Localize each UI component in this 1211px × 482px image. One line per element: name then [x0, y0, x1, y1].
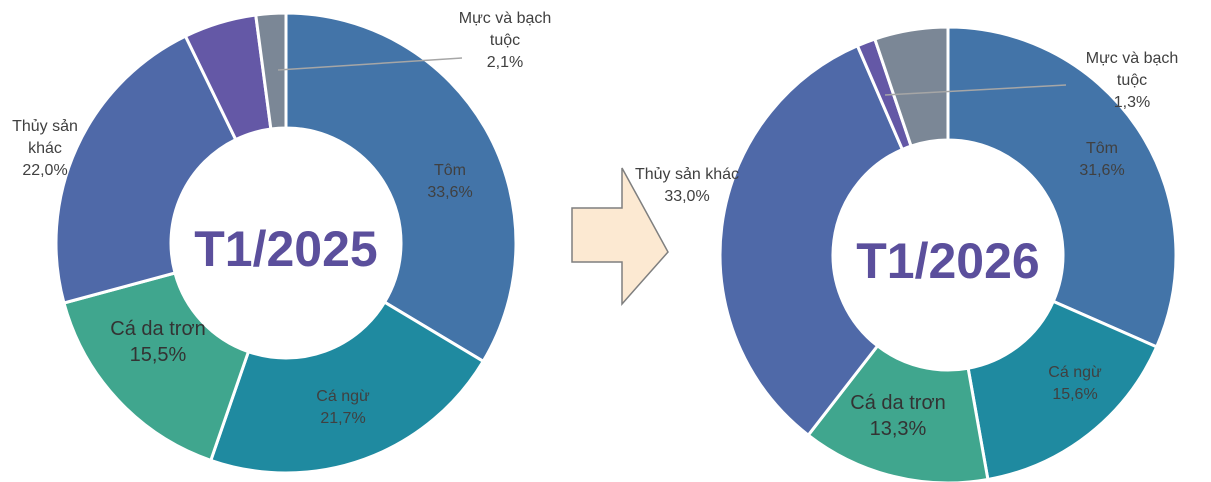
slice-label: Mực và bạch tuộc 2,1% — [455, 8, 555, 74]
slice-label: Thủy sản khác 22,0% — [3, 116, 88, 182]
category-label: Thủy sản khác — [634, 166, 740, 183]
category-label: Cá da trơn — [850, 392, 946, 414]
value-label: 1,3% — [1113, 94, 1151, 111]
arrow — [571, 167, 669, 306]
donut-slice — [284, 11, 518, 364]
value-label: 21,7% — [320, 410, 366, 427]
category-label: Mực và bạch tuộc — [1085, 50, 1179, 89]
donut-slice — [54, 34, 238, 305]
slice-label: Cá da trơn 15,5% — [110, 316, 205, 368]
center-label: T1/2026 — [856, 233, 1039, 289]
value-label: 15,6% — [1052, 386, 1098, 403]
category-label: Cá ngừ — [316, 388, 370, 405]
slice-label: Cá ngừ 21,7% — [316, 386, 369, 430]
slice-label: Tôm 31,6% — [1079, 138, 1124, 182]
slice-label: Cá ngừ 15,6% — [1048, 362, 1101, 406]
value-label: 33,0% — [664, 188, 710, 205]
donut-slice — [946, 25, 1178, 349]
donut-slice — [718, 43, 905, 438]
donut-slice — [872, 25, 950, 148]
value-label: 13,3% — [869, 418, 927, 440]
leader-line — [277, 57, 463, 71]
donut-slice — [208, 300, 486, 475]
category-label: Mực và bạch tuộc — [458, 10, 552, 49]
category-label: Tôm — [434, 162, 466, 179]
category-label: Cá ngừ — [1048, 364, 1102, 381]
value-label: 2,1% — [486, 54, 524, 71]
value-label: 22,0% — [22, 162, 68, 179]
value-label: 15,5% — [129, 344, 187, 366]
value-label: 33,6% — [427, 184, 473, 201]
value-label: 31,6% — [1079, 162, 1125, 179]
donut-slice — [62, 271, 251, 463]
slice-label: Tôm 33,6% — [427, 160, 472, 204]
donut-slice — [254, 11, 288, 131]
leader-line — [884, 84, 1067, 96]
slice-label: Thủy sản khác 33,0% — [635, 164, 739, 208]
center-label: T1/2025 — [194, 221, 377, 277]
slice-label: Mực và bạch tuộc 1,3% — [1072, 48, 1192, 114]
category-label: Tôm — [1086, 140, 1118, 157]
slice-label: Cá da trơn 13,3% — [850, 390, 945, 442]
donut-slice — [966, 299, 1159, 482]
category-label: Cá da trơn — [110, 318, 206, 340]
donut-slice — [806, 343, 990, 482]
category-label: Thủy sản khác — [12, 118, 78, 157]
